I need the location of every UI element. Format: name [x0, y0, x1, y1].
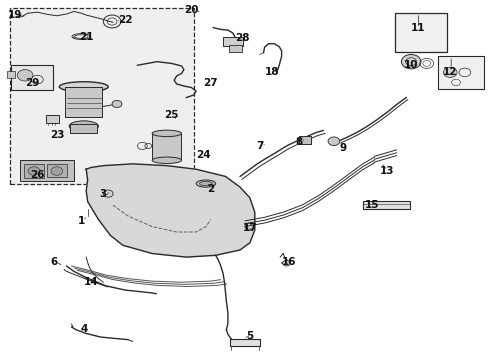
Text: 23: 23 [49, 130, 64, 140]
Bar [363, 201, 410, 209]
Text: 21: 21 [79, 32, 94, 41]
Bar [11, 65, 53, 90]
Bar [230, 339, 260, 346]
Text: 22: 22 [118, 15, 132, 26]
Bar [438, 56, 485, 89]
Text: 27: 27 [203, 78, 218, 88]
Bar [229, 45, 242, 51]
Text: 25: 25 [165, 111, 179, 121]
Text: 11: 11 [411, 23, 426, 33]
Text: 15: 15 [365, 200, 379, 210]
Bar [7, 71, 15, 78]
Ellipse shape [59, 82, 108, 92]
Bar [299, 136, 311, 144]
Text: 3: 3 [99, 189, 107, 199]
Text: 4: 4 [80, 324, 87, 334]
Ellipse shape [69, 121, 98, 132]
Text: 19: 19 [8, 10, 23, 20]
Text: 14: 14 [84, 277, 98, 287]
Bar [20, 159, 74, 181]
Text: 28: 28 [235, 33, 250, 43]
Ellipse shape [152, 157, 181, 163]
Circle shape [401, 54, 421, 69]
Bar [223, 37, 243, 45]
Text: 26: 26 [30, 170, 45, 180]
Ellipse shape [199, 181, 212, 186]
Text: 17: 17 [243, 224, 257, 233]
Circle shape [328, 137, 340, 145]
Text: 2: 2 [207, 184, 215, 194]
Circle shape [28, 167, 40, 175]
Text: 16: 16 [282, 257, 296, 267]
Bar [47, 164, 67, 177]
Text: 9: 9 [339, 143, 346, 153]
Bar [70, 125, 98, 134]
Circle shape [443, 67, 457, 77]
Text: 10: 10 [404, 60, 418, 70]
Text: 12: 12 [443, 67, 458, 77]
Circle shape [51, 167, 63, 175]
Text: 1: 1 [78, 216, 85, 226]
Bar [46, 115, 59, 123]
Text: 8: 8 [295, 138, 302, 147]
Bar [65, 87, 102, 117]
Text: 6: 6 [51, 257, 58, 267]
Polygon shape [86, 164, 255, 257]
Text: 24: 24 [196, 150, 211, 160]
Ellipse shape [152, 130, 181, 136]
Text: 7: 7 [256, 141, 263, 151]
Text: 20: 20 [184, 5, 198, 15]
Bar [395, 13, 447, 51]
Bar [24, 164, 44, 178]
Text: 29: 29 [25, 78, 40, 88]
Ellipse shape [196, 180, 216, 187]
Bar [10, 8, 194, 184]
Circle shape [17, 69, 33, 81]
Circle shape [112, 100, 122, 108]
Text: 13: 13 [379, 166, 394, 176]
Text: 5: 5 [246, 331, 253, 341]
Circle shape [283, 260, 291, 266]
Bar [152, 134, 181, 160]
Text: 18: 18 [265, 67, 279, 77]
